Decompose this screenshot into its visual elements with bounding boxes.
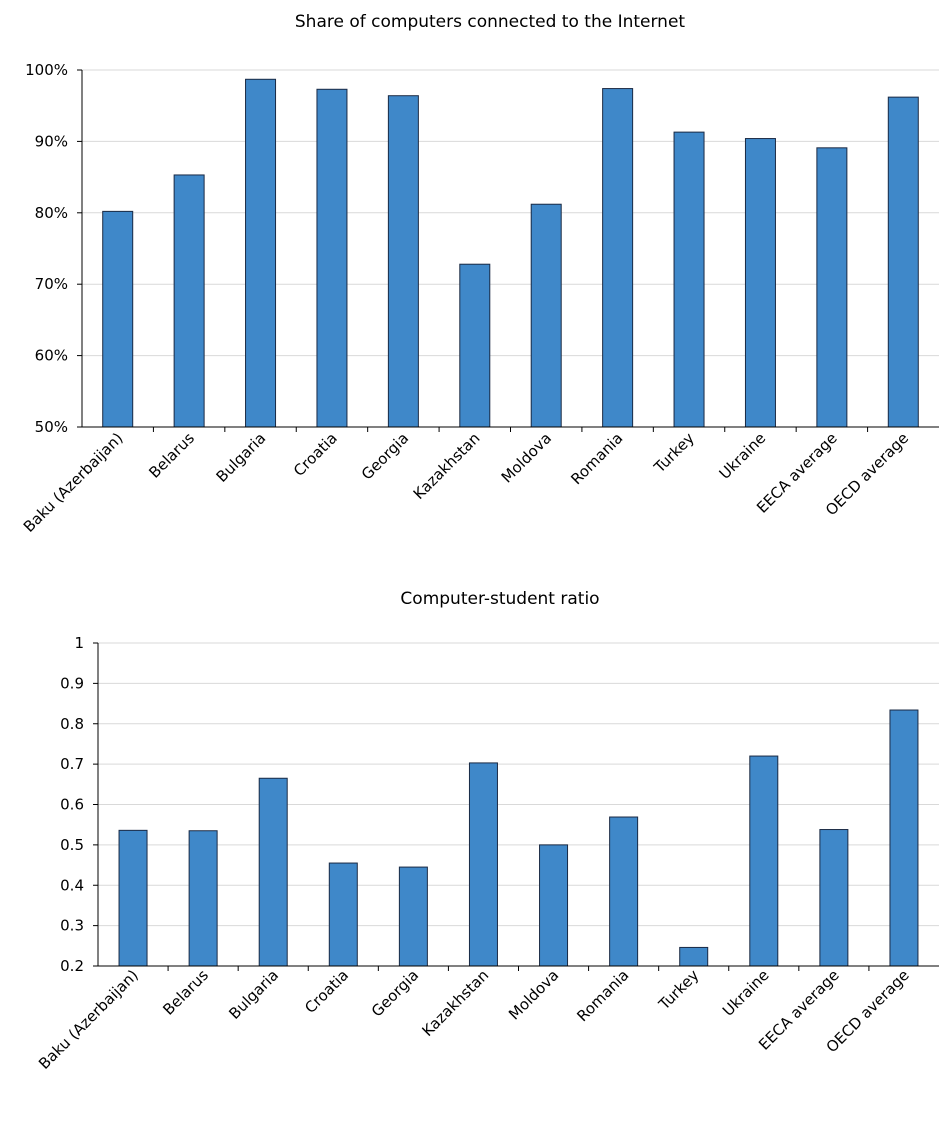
bar-belarus (173, 174, 205, 428)
y-tick-label: 0.8 (60, 715, 84, 733)
bar-croatia (328, 862, 358, 967)
y-tick-label: 0.6 (60, 796, 84, 814)
computer-student-ratio-chart: Computer-student ratio 0.2 0.3 0.4 0.5 0.6 0.… (35, 589, 939, 1073)
chart-title: Share of computers connected to the Inte… (295, 12, 686, 32)
y-tick-label: 1 (74, 634, 84, 652)
y-tick-label: 0.7 (60, 755, 84, 773)
x-tick-label: Romania (573, 966, 632, 1025)
chart-title: Computer-student ratio (400, 589, 599, 609)
x-tick-label: Georgia (358, 429, 412, 483)
x-tick-label: Bulgaria (213, 429, 270, 486)
x-tick-label: Belarus (145, 429, 198, 482)
y-tick-label: 70% (35, 275, 68, 293)
bar-bulgaria (258, 777, 288, 967)
x-tick-label: Turkey (655, 966, 703, 1014)
bar-georgia (398, 866, 428, 967)
x-tick-label: Bulgaria (225, 966, 282, 1023)
bar-oecd-average (889, 709, 919, 967)
bar-eeca-average (819, 829, 849, 967)
bar-oecd-average (887, 96, 919, 428)
bar-ukraine (749, 755, 779, 967)
y-tick-label: 0.4 (60, 876, 84, 894)
x-tick-label: Georgia (368, 966, 422, 1020)
bar-turkey (679, 946, 709, 967)
bar-croatia (316, 88, 348, 428)
bar-moldova (530, 203, 562, 428)
bar-ukraine (744, 138, 776, 428)
y-tick-label: 50% (35, 418, 68, 436)
x-tick-label: Baku (Azerbaijan) (35, 966, 142, 1073)
y-tick-label: 0.9 (60, 674, 84, 692)
x-tick-label: Moldova (505, 966, 562, 1023)
bar-georgia (387, 95, 419, 428)
bar-romania (609, 816, 639, 967)
y-tick-label: 90% (35, 132, 68, 150)
x-tick-label: Croatia (290, 429, 341, 480)
x-tick-label: Romania (567, 429, 626, 488)
bar-kazakhstan (459, 263, 491, 428)
y-tick-label: 60% (35, 347, 68, 365)
bar-eeca-average (816, 147, 848, 428)
y-tick-label: 100% (25, 61, 68, 79)
x-tick-label: Baku (Azerbaijan) (20, 429, 127, 536)
bar-kazakhstan (468, 762, 498, 967)
bar-baku-azerbaijan (118, 829, 148, 967)
x-tick-label: Turkey (650, 429, 698, 477)
x-tick-label: Ukraine (719, 966, 773, 1020)
bar-turkey (673, 131, 705, 428)
y-tick-label: 0.2 (60, 957, 84, 975)
x-tick-label: Belarus (159, 966, 212, 1019)
x-tick-label: Kazakhstan (418, 966, 492, 1040)
bar-romania (602, 88, 634, 428)
internet-share-chart: Share of computers connected to the Inte… (20, 12, 939, 536)
x-tick-label: Moldova (498, 429, 555, 486)
y-tick-label: 80% (35, 204, 68, 222)
bar-baku-azerbaijan (102, 210, 134, 428)
y-tick-label: 0.3 (60, 917, 84, 935)
x-tick-label: Kazakhstan (410, 429, 484, 503)
x-tick-label: Croatia (301, 966, 352, 1017)
bar-moldova (539, 844, 569, 967)
y-tick-label: 0.5 (60, 836, 84, 854)
bar-belarus (188, 830, 218, 967)
bar-bulgaria (245, 78, 277, 428)
x-tick-label: Ukraine (716, 429, 770, 483)
